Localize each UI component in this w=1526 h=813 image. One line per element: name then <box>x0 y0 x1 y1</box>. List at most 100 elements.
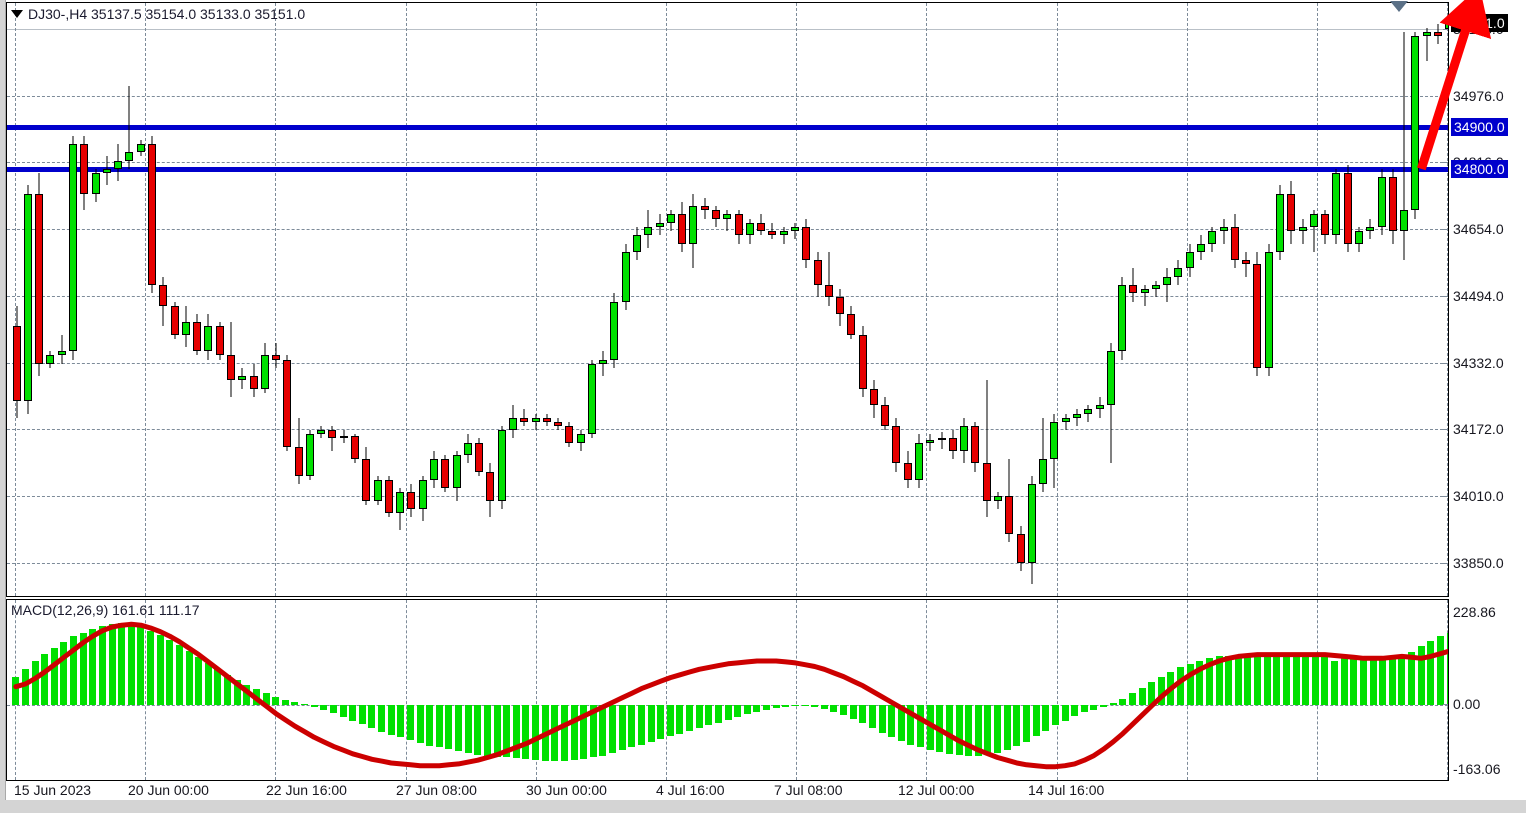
price-axis[interactable]: 35138.034976.034816.034654.034494.034332… <box>1443 2 1526 597</box>
candle-body-bearish <box>1321 214 1330 236</box>
candle-body-bearish <box>768 231 777 236</box>
candle-body-bearish <box>712 210 720 219</box>
time-axis-label: 14 Jul 16:00 <box>1028 782 1105 798</box>
bottom-strip <box>0 800 1526 813</box>
left-gutter <box>0 0 6 800</box>
macd-histogram-bar <box>955 705 963 755</box>
time-axis[interactable]: 15 Jun 2023 20 Jun 00:00 22 Jun 16:00 27 Ju… <box>6 781 1449 800</box>
macd-axis-label: -163.06 <box>1453 761 1501 777</box>
macd-histogram-bar <box>560 705 568 762</box>
candlestick <box>148 3 156 596</box>
triangle-down-icon[interactable] <box>11 10 23 18</box>
candle-body-bearish <box>881 405 890 426</box>
candlestick <box>1072 3 1081 596</box>
candle-body-bearish <box>441 459 450 489</box>
chart-object-marker-icon[interactable] <box>1390 1 1409 12</box>
candlestick <box>1253 3 1262 596</box>
macd-histogram-bar <box>840 705 848 716</box>
candlestick <box>1276 3 1284 596</box>
candle-wick <box>1076 409 1078 426</box>
macd-histogram-bar <box>917 705 925 748</box>
candlestick <box>881 3 890 596</box>
candle-body-bearish <box>802 226 811 261</box>
macd-histogram-bar <box>1446 632 1448 706</box>
macd-histogram-bar <box>1138 687 1146 706</box>
candle-body-bearish <box>362 459 371 501</box>
macd-histogram-bar <box>1100 705 1107 707</box>
macd-plot-area[interactable] <box>7 600 1448 780</box>
candle-body-bearish <box>565 425 574 443</box>
macd-histogram-bar <box>70 636 78 706</box>
macd-histogram-bar <box>791 705 799 707</box>
macd-histogram-bar <box>1408 651 1416 706</box>
candlestick <box>1366 3 1375 596</box>
price-plot-area[interactable] <box>7 3 1448 596</box>
candle-body-bearish <box>813 260 822 285</box>
macd-indicator-pane[interactable]: MACD(12,26,9) 161.61 111.17 <box>6 599 1449 781</box>
macd-histogram-bar <box>108 624 116 706</box>
candlestick <box>542 3 551 596</box>
candlestick <box>1343 3 1352 596</box>
price-level-line-34800-0[interactable] <box>7 166 1448 172</box>
macd-histogram-bar <box>522 705 530 760</box>
candle-body-bullish <box>790 226 799 232</box>
macd-histogram-bar <box>888 705 896 738</box>
candlestick <box>599 3 608 596</box>
time-axis-label: 27 Jun 08:00 <box>396 782 477 798</box>
candle-body-bullish <box>745 222 754 236</box>
candlestick <box>475 3 484 596</box>
candlestick <box>1411 3 1420 596</box>
price-chart-pane[interactable]: DJ30-,H4 35137.5 35154.0 35133.0 35151.0 <box>6 2 1449 597</box>
level-price-label[interactable]: 34900.0 <box>1451 118 1508 137</box>
candle-body-bearish <box>328 430 337 439</box>
candlestick <box>351 3 360 596</box>
macd-histogram-bar <box>570 705 578 761</box>
candlestick <box>159 3 168 596</box>
candle-body-bearish <box>283 359 292 447</box>
axis-tick <box>1443 95 1448 97</box>
candlestick <box>226 3 235 596</box>
candle-body-bullish <box>633 235 642 252</box>
candle-body-bearish <box>892 425 901 464</box>
macd-histogram-bar <box>734 705 742 718</box>
macd-histogram-bar <box>512 705 520 759</box>
candlestick <box>1027 3 1036 596</box>
candlestick <box>520 3 529 596</box>
candle-body-bullish <box>1106 351 1115 406</box>
candlestick <box>249 3 258 596</box>
candle-wick <box>1302 218 1304 244</box>
candlestick <box>734 3 743 596</box>
candlestick <box>463 3 472 596</box>
candlestick <box>768 3 777 596</box>
candle-body-bearish <box>1016 533 1025 563</box>
macd-histogram-bar <box>849 705 857 719</box>
macd-histogram-bar <box>156 635 164 706</box>
candle-body-bullish <box>666 214 675 223</box>
candlestick <box>802 3 811 596</box>
macd-histogram-bar <box>204 662 212 706</box>
candle-wick <box>997 492 999 509</box>
macd-histogram-bar <box>262 693 270 706</box>
candlestick <box>57 3 66 596</box>
level-price-label[interactable]: 34800.0 <box>1451 159 1508 178</box>
candlestick <box>238 3 247 596</box>
candle-body-bullish <box>1163 276 1172 285</box>
macd-histogram-bar <box>811 705 819 707</box>
candlestick <box>1377 3 1386 596</box>
macd-axis-label: 0.00 <box>1453 696 1481 713</box>
price-level-line-34900-0[interactable] <box>7 125 1448 131</box>
candlestick <box>655 3 664 596</box>
candlestick <box>283 3 292 596</box>
macd-histogram-bar <box>310 705 318 707</box>
candle-body-bearish <box>1287 193 1296 232</box>
macd-histogram-bar <box>1273 654 1281 706</box>
macd-axis[interactable]: 228.86 0.00 -163.06 <box>1443 599 1526 781</box>
macd-histogram-bar <box>41 653 49 706</box>
candle-body-bullish <box>1072 413 1081 418</box>
macd-histogram-bar <box>1427 640 1435 706</box>
macd-histogram-bar <box>455 705 463 752</box>
macd-histogram-bar <box>820 705 828 709</box>
macd-histogram-bar <box>868 705 876 729</box>
candle-body-bullish <box>1050 421 1059 460</box>
price-axis-label: 34654.0 <box>1453 221 1504 238</box>
